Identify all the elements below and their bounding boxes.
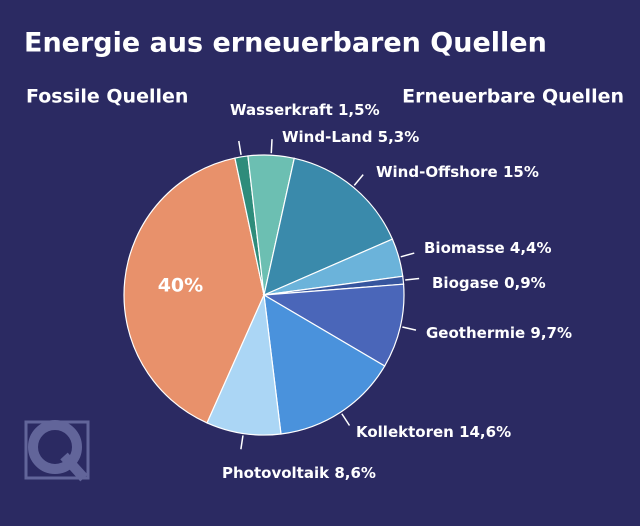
- slice-label: Geothermie 9,7%: [426, 324, 572, 342]
- category-label: Biomasse: [424, 239, 505, 257]
- pie-slice: [263, 293, 386, 435]
- slice-label: Wasserkraft 1,5%: [230, 101, 380, 119]
- category-label: Wind-Land: [282, 128, 372, 146]
- value-label: 5,3%: [378, 128, 420, 146]
- category-label: Kollektoren: [356, 423, 454, 441]
- value-label: 9,7%: [530, 324, 572, 342]
- slice-label: Wind-Offshore 15%: [376, 163, 539, 181]
- leader-line: [353, 174, 364, 186]
- category-label: Biogase: [432, 274, 499, 292]
- category-label: Wasserkraft: [230, 101, 333, 119]
- category-label: Geothermie: [426, 324, 525, 342]
- leader-line: [402, 326, 417, 331]
- category-label: Wind-Offshore: [376, 163, 498, 181]
- slice-label: 40%: [158, 275, 203, 297]
- group-label: Fossile Quellen: [26, 86, 188, 108]
- slice-label: Photovoltaik 8,6%: [222, 464, 376, 482]
- slice-label: Kollektoren 14,6%: [356, 423, 511, 441]
- value-label: 8,6%: [334, 464, 376, 482]
- pie-slice: [263, 157, 394, 297]
- value-label: 14,6%: [459, 423, 511, 441]
- leader-line: [400, 252, 415, 258]
- slice-label: Wind-Land 5,3%: [282, 128, 419, 146]
- leader-line: [405, 277, 420, 281]
- leader-line: [238, 140, 242, 155]
- group-label: Erneuerbare Quellen: [402, 86, 624, 108]
- pie-slice: [206, 292, 282, 436]
- value-label: 0,9%: [504, 274, 546, 292]
- slice-label: Biomasse 4,4%: [424, 239, 552, 257]
- logo: [24, 420, 90, 482]
- slice-label: Biogase 0,9%: [432, 274, 546, 292]
- category-label: Photovoltaik: [222, 464, 330, 482]
- chart-title: Energie aus erneuerbaren Quellen: [24, 28, 547, 59]
- pie-slice: [123, 157, 265, 424]
- value-label: 1,5%: [338, 101, 380, 119]
- leader-line: [341, 413, 351, 426]
- pie-slice: [262, 283, 405, 367]
- value-label: 4,4%: [510, 239, 552, 257]
- leader-line: [270, 139, 273, 154]
- value-label: 15%: [503, 163, 539, 181]
- leader-line: [240, 435, 244, 450]
